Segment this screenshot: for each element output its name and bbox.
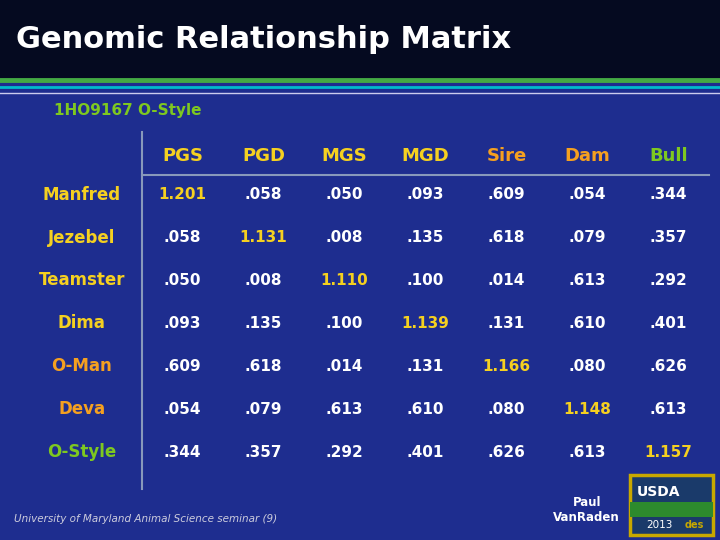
Text: .080: .080 — [569, 359, 606, 374]
Text: .618: .618 — [488, 230, 526, 245]
Text: Teamster: Teamster — [38, 272, 125, 289]
Text: .014: .014 — [326, 359, 363, 374]
FancyBboxPatch shape — [630, 502, 713, 517]
Text: Paul
VanRaden: Paul VanRaden — [554, 496, 620, 524]
Text: .008: .008 — [325, 230, 364, 245]
Text: O-Style: O-Style — [47, 443, 117, 461]
Text: .613: .613 — [325, 402, 364, 417]
Text: 1.110: 1.110 — [320, 273, 369, 288]
Text: .344: .344 — [163, 445, 201, 460]
Text: .613: .613 — [650, 402, 688, 417]
Text: .401: .401 — [650, 316, 688, 331]
FancyBboxPatch shape — [0, 0, 720, 80]
Text: .131: .131 — [407, 359, 444, 374]
Text: 1.148: 1.148 — [564, 402, 611, 417]
Text: .093: .093 — [407, 187, 444, 202]
Text: .613: .613 — [569, 445, 606, 460]
Text: MGD: MGD — [402, 147, 449, 165]
Text: 1.131: 1.131 — [240, 230, 287, 245]
Text: PGS: PGS — [162, 147, 203, 165]
Text: 1HO9167 O-Style: 1HO9167 O-Style — [54, 103, 202, 118]
Text: .008: .008 — [245, 273, 282, 288]
Text: .058: .058 — [245, 187, 282, 202]
Text: Bull: Bull — [649, 147, 688, 165]
Text: .058: .058 — [163, 230, 201, 245]
FancyBboxPatch shape — [630, 475, 713, 535]
Text: .050: .050 — [163, 273, 201, 288]
Text: PGD: PGD — [242, 147, 285, 165]
Text: .135: .135 — [245, 316, 282, 331]
Text: .626: .626 — [649, 359, 688, 374]
Text: 1.166: 1.166 — [482, 359, 531, 374]
Text: 1.139: 1.139 — [402, 316, 449, 331]
Text: 1.201: 1.201 — [158, 187, 207, 202]
Text: .613: .613 — [569, 273, 606, 288]
Text: Jezebel: Jezebel — [48, 228, 115, 246]
Text: MGS: MGS — [322, 147, 367, 165]
Text: .401: .401 — [407, 445, 444, 460]
Text: .618: .618 — [245, 359, 282, 374]
Text: .626: .626 — [487, 445, 526, 460]
Text: University of Maryland Animal Science seminar (9): University of Maryland Animal Science se… — [14, 515, 277, 524]
Text: .610: .610 — [569, 316, 606, 331]
Text: .609: .609 — [163, 359, 202, 374]
Text: .054: .054 — [569, 187, 606, 202]
Text: 1.157: 1.157 — [644, 445, 693, 460]
Text: Genomic Relationship Matrix: Genomic Relationship Matrix — [16, 25, 511, 55]
Text: .100: .100 — [407, 273, 444, 288]
Text: Deva: Deva — [58, 400, 105, 418]
Text: .080: .080 — [488, 402, 526, 417]
Text: .135: .135 — [407, 230, 444, 245]
Text: .609: .609 — [487, 187, 526, 202]
Text: .079: .079 — [569, 230, 606, 245]
Text: O-Man: O-Man — [51, 357, 112, 375]
Text: .292: .292 — [325, 445, 364, 460]
Text: Dam: Dam — [564, 147, 611, 165]
Text: 2013: 2013 — [646, 520, 672, 530]
Text: .357: .357 — [245, 445, 282, 460]
Text: .344: .344 — [650, 187, 688, 202]
Text: .610: .610 — [407, 402, 444, 417]
Text: .093: .093 — [163, 316, 201, 331]
Text: Manfred: Manfred — [42, 186, 121, 204]
Text: des: des — [685, 520, 704, 530]
Text: .131: .131 — [488, 316, 525, 331]
Text: .292: .292 — [650, 273, 688, 288]
Text: .054: .054 — [163, 402, 201, 417]
Text: .050: .050 — [325, 187, 364, 202]
Text: USDA: USDA — [637, 485, 680, 499]
Text: .079: .079 — [245, 402, 282, 417]
Text: .357: .357 — [650, 230, 688, 245]
Text: Sire: Sire — [487, 147, 527, 165]
Text: .014: .014 — [488, 273, 526, 288]
Text: .100: .100 — [326, 316, 363, 331]
Text: Dima: Dima — [58, 314, 106, 333]
